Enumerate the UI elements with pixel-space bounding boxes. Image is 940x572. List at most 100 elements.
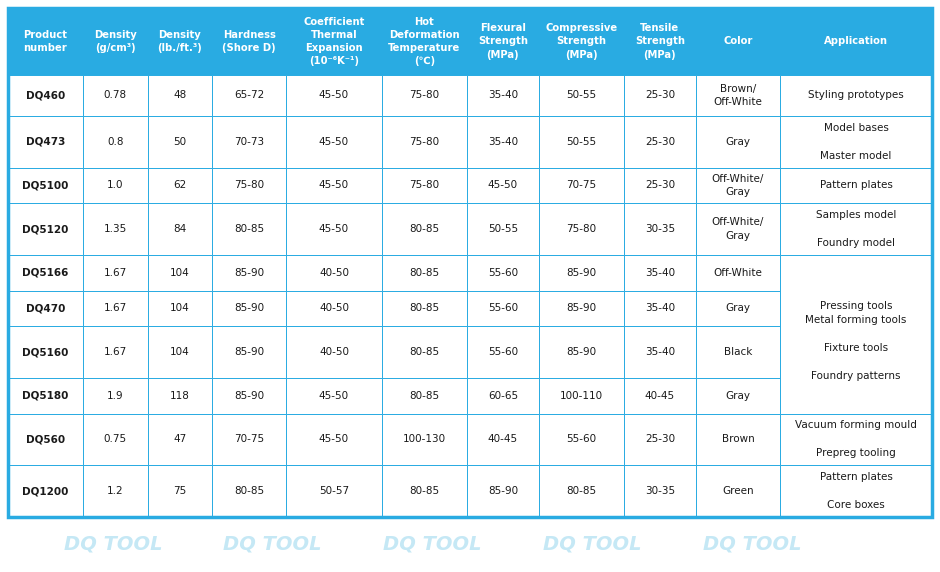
Bar (382, 465, 467, 517)
Bar (624, 8, 696, 75)
Bar (212, 291, 286, 326)
Text: 1.35: 1.35 (103, 224, 127, 234)
Text: DQ5100: DQ5100 (23, 180, 69, 190)
Text: DQ TOOL: DQ TOOL (224, 535, 321, 554)
Text: 80-85: 80-85 (409, 486, 439, 496)
Text: 50-55: 50-55 (566, 137, 597, 146)
Bar (286, 168, 382, 203)
Bar (624, 116, 696, 168)
Text: 85-90: 85-90 (234, 303, 264, 313)
Text: 35-40: 35-40 (645, 268, 675, 278)
Bar (83, 75, 148, 116)
Bar (382, 326, 467, 378)
Text: 75-80: 75-80 (566, 224, 597, 234)
Text: DQ5120: DQ5120 (23, 224, 69, 234)
Text: 45-50: 45-50 (319, 90, 349, 100)
Text: 75-80: 75-80 (234, 180, 264, 190)
Bar (8, 465, 83, 517)
Bar (212, 8, 286, 75)
Text: 104: 104 (170, 347, 190, 357)
Text: Density
(g/cm³): Density (g/cm³) (94, 30, 136, 53)
Bar (286, 291, 382, 326)
Bar (286, 203, 382, 255)
Text: 35-40: 35-40 (488, 137, 518, 146)
Bar (624, 168, 696, 203)
Text: 104: 104 (170, 268, 190, 278)
Text: 85-90: 85-90 (234, 391, 264, 401)
Bar (539, 255, 624, 291)
Bar (382, 378, 467, 414)
Bar (624, 465, 696, 517)
Bar (539, 378, 624, 414)
Text: DQ460: DQ460 (25, 90, 65, 100)
Text: 30-35: 30-35 (645, 486, 675, 496)
Bar (148, 255, 212, 291)
Text: 1.67: 1.67 (103, 268, 127, 278)
Text: Off-White: Off-White (713, 268, 762, 278)
Bar (624, 75, 696, 116)
Bar (212, 378, 286, 414)
Text: DQ470: DQ470 (25, 303, 65, 313)
Bar (696, 203, 780, 255)
Text: 80-85: 80-85 (409, 303, 439, 313)
Bar (467, 75, 539, 116)
Text: Density
(lb./ft.³): Density (lb./ft.³) (158, 30, 202, 53)
Text: Pattern plates

Core boxes: Pattern plates Core boxes (820, 472, 892, 510)
Text: DQ5160: DQ5160 (23, 347, 69, 357)
Text: Flexural
Strength
(MPa): Flexural Strength (MPa) (478, 23, 528, 59)
Text: Pressing tools
Metal forming tools

Fixture tools

Foundry patterns: Pressing tools Metal forming tools Fixtu… (806, 287, 907, 382)
Bar (467, 8, 539, 75)
Text: DQ TOOL: DQ TOOL (543, 535, 641, 554)
Bar (83, 465, 148, 517)
Text: Brown/
Off-White: Brown/ Off-White (713, 84, 762, 107)
Text: DQ TOOL: DQ TOOL (64, 535, 162, 554)
Bar (212, 203, 286, 255)
Text: Gray: Gray (726, 391, 750, 401)
Text: 55-60: 55-60 (488, 268, 518, 278)
Text: Styling prototypes: Styling prototypes (808, 90, 904, 100)
Text: 70-73: 70-73 (234, 137, 264, 146)
Bar (148, 203, 212, 255)
Bar (212, 326, 286, 378)
Bar (696, 75, 780, 116)
Text: 25-30: 25-30 (645, 137, 675, 146)
Bar (286, 8, 382, 75)
Bar (467, 291, 539, 326)
Bar (539, 465, 624, 517)
Bar (696, 255, 780, 291)
Text: 118: 118 (170, 391, 190, 401)
Bar (382, 8, 467, 75)
Text: DQ1200: DQ1200 (23, 486, 69, 496)
Text: 55-60: 55-60 (488, 347, 518, 357)
Text: Hot
Deformation
Temperature
(℃): Hot Deformation Temperature (℃) (388, 17, 461, 66)
Bar (148, 378, 212, 414)
Bar (212, 255, 286, 291)
Text: Brown: Brown (722, 435, 754, 444)
Text: 85-90: 85-90 (566, 303, 597, 313)
Bar (83, 116, 148, 168)
Text: 84: 84 (173, 224, 187, 234)
Bar (8, 291, 83, 326)
Bar (624, 378, 696, 414)
Text: Black: Black (724, 347, 752, 357)
Bar (696, 8, 780, 75)
Bar (780, 465, 932, 517)
Text: 80-85: 80-85 (566, 486, 597, 496)
Text: Off-White/
Gray: Off-White/ Gray (712, 174, 764, 197)
Bar (467, 116, 539, 168)
Text: 65-72: 65-72 (234, 90, 264, 100)
Text: 45-50: 45-50 (488, 180, 518, 190)
Bar (780, 414, 932, 465)
Bar (624, 326, 696, 378)
Text: Green: Green (722, 486, 754, 496)
Text: 0.8: 0.8 (107, 137, 123, 146)
Text: 47: 47 (173, 435, 187, 444)
Text: 80-85: 80-85 (234, 224, 264, 234)
Text: 100-110: 100-110 (560, 391, 603, 401)
Bar (382, 168, 467, 203)
Bar (696, 465, 780, 517)
Bar (148, 291, 212, 326)
Bar (83, 414, 148, 465)
Text: 60-65: 60-65 (488, 391, 518, 401)
Text: 104: 104 (170, 303, 190, 313)
